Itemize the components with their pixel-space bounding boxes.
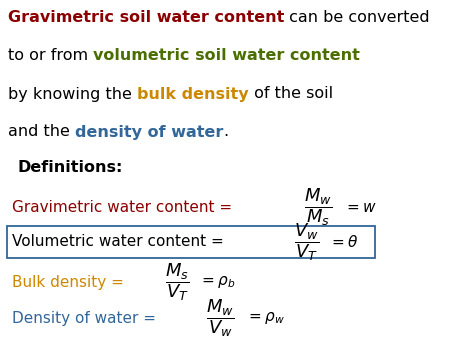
Text: Bulk density =: Bulk density = — [12, 274, 129, 289]
Text: $\dfrac{M_w}{V_w}$: $\dfrac{M_w}{V_w}$ — [206, 297, 235, 339]
Text: $= \rho_b$: $= \rho_b$ — [200, 274, 236, 290]
Text: .: . — [223, 125, 228, 140]
Text: density of water: density of water — [75, 125, 223, 140]
Text: $\dfrac{M_s}{V_T}$: $\dfrac{M_s}{V_T}$ — [164, 261, 189, 303]
Text: $= w$: $= w$ — [344, 200, 377, 214]
Text: by knowing the: by knowing the — [8, 87, 137, 102]
Text: Gravimetric soil water content: Gravimetric soil water content — [8, 11, 284, 26]
Text: can be converted: can be converted — [284, 11, 430, 26]
Text: Definitions:: Definitions: — [18, 160, 123, 175]
Text: $= \rho_w$: $= \rho_w$ — [246, 310, 285, 326]
Text: $= \theta$: $= \theta$ — [329, 234, 359, 250]
Text: Density of water =: Density of water = — [12, 311, 161, 326]
Text: bulk density: bulk density — [137, 87, 249, 102]
Text: $\dfrac{M_w}{M_s}$: $\dfrac{M_w}{M_s}$ — [304, 186, 333, 228]
Text: Volumetric water content =: Volumetric water content = — [12, 235, 228, 250]
Text: to or from: to or from — [8, 49, 93, 64]
FancyBboxPatch shape — [7, 226, 375, 258]
Text: $\dfrac{V_w}{V_T}$: $\dfrac{V_w}{V_T}$ — [293, 221, 319, 263]
Text: of the soil: of the soil — [249, 87, 333, 102]
Text: Gravimetric water content =: Gravimetric water content = — [12, 200, 237, 214]
Text: volumetric soil water content: volumetric soil water content — [93, 49, 360, 64]
Text: and the: and the — [8, 125, 75, 140]
